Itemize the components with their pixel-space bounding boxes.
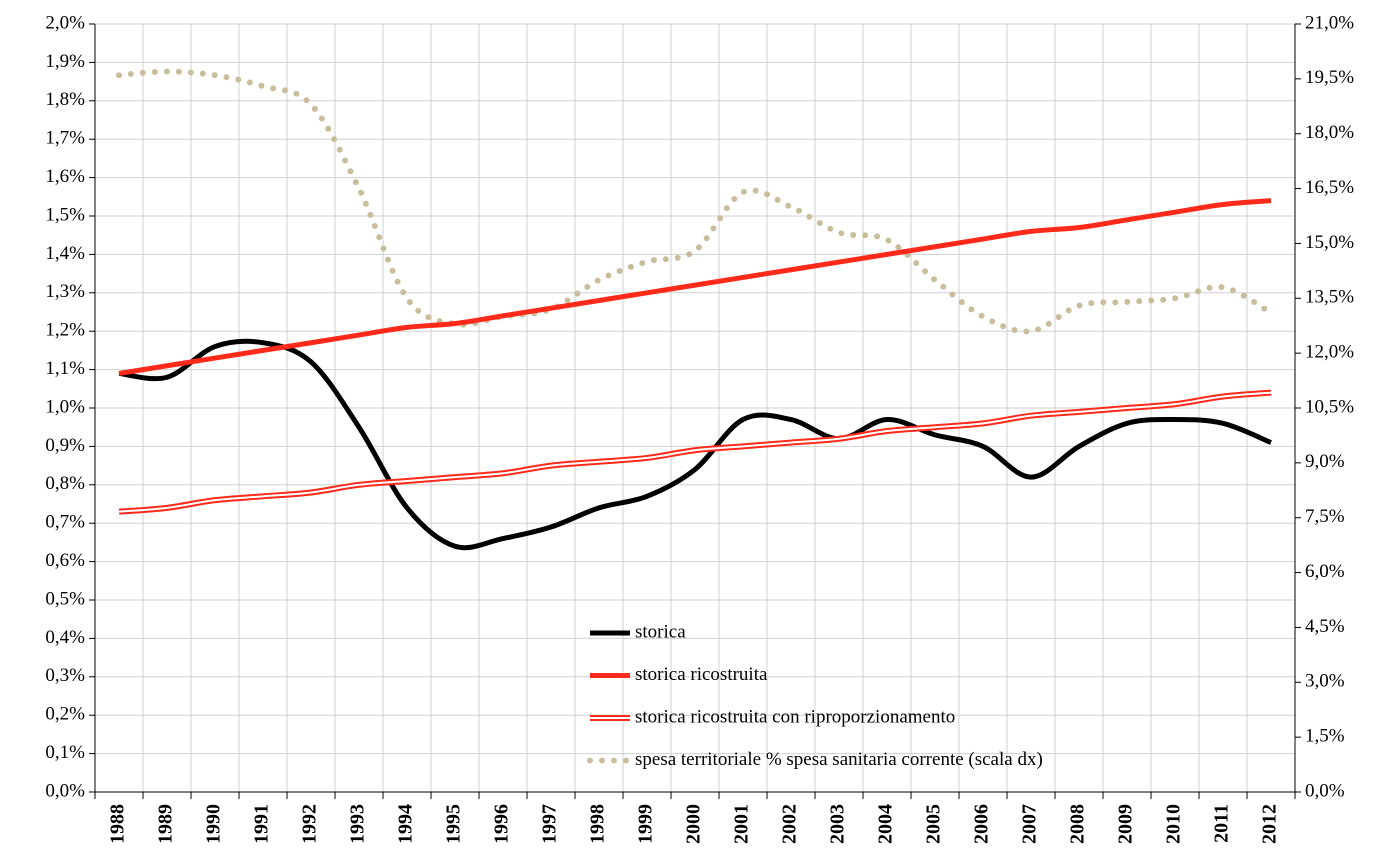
- y2-tick-label: 0,0%: [1305, 780, 1345, 801]
- y-tick-label: 1,0%: [45, 396, 85, 417]
- x-tick-label: 1996: [491, 804, 513, 844]
- y-tick-label: 1,1%: [45, 358, 85, 379]
- x-tick-label: 2012: [1259, 804, 1281, 844]
- y-tick-label: 0,5%: [45, 588, 85, 609]
- x-tick-label: 2001: [731, 804, 753, 844]
- y-tick-label: 1,3%: [45, 281, 85, 302]
- x-tick-label: 1995: [443, 804, 465, 844]
- x-tick-label: 2006: [971, 804, 993, 844]
- y-tick-label: 1,5%: [45, 204, 85, 225]
- y2-tick-label: 3,0%: [1305, 671, 1345, 692]
- legend-label: storica: [635, 621, 686, 642]
- x-tick-label: 2005: [923, 804, 945, 844]
- y-tick-label: 0,6%: [45, 550, 85, 571]
- x-tick-label: 1989: [155, 804, 177, 844]
- x-tick-label: 2000: [683, 804, 705, 844]
- y-tick-label: 2,0%: [45, 12, 85, 33]
- y-tick-label: 1,7%: [45, 128, 85, 149]
- x-tick-label: 2011: [1211, 804, 1233, 843]
- y2-tick-label: 15,0%: [1305, 232, 1354, 253]
- y-tick-label: 0,4%: [45, 627, 85, 648]
- line-inner: [118, 391, 1272, 513]
- x-tick-label: 2004: [875, 804, 897, 844]
- line: [116, 68, 1274, 335]
- y2-tick-label: 12,0%: [1305, 342, 1354, 363]
- x-tick-label: 1991: [251, 804, 273, 844]
- y2-tick-label: 1,5%: [1305, 726, 1345, 747]
- y-tick-label: 1,4%: [45, 243, 85, 264]
- y2-tick-label: 9,0%: [1305, 451, 1345, 472]
- legend-label: spesa territoriale % spesa sanitaria cor…: [635, 749, 1043, 770]
- y-tick-label: 1,8%: [45, 89, 85, 110]
- y-tick-label: 0,0%: [45, 780, 85, 801]
- y-tick-label: 0,1%: [45, 742, 85, 763]
- x-tick-label: 1988: [107, 804, 129, 844]
- line: [118, 338, 1272, 551]
- y2-tick-label: 7,5%: [1305, 506, 1345, 527]
- x-tick-label: 1999: [635, 804, 657, 844]
- x-tick-label: 2008: [1067, 804, 1089, 844]
- x-tick-label: 1992: [299, 804, 321, 844]
- line: [118, 198, 1272, 376]
- x-tick-label: 1997: [539, 804, 561, 844]
- x-tick-label: 1998: [587, 804, 609, 844]
- x-tick-label: 2007: [1019, 804, 1041, 844]
- y2-tick-label: 21,0%: [1305, 12, 1354, 33]
- y-tick-label: 1,6%: [45, 166, 85, 187]
- x-tick-label: 1994: [395, 804, 417, 844]
- y-tick-label: 0,9%: [45, 435, 85, 456]
- x-tick-label: 2010: [1163, 804, 1185, 844]
- legend-label: storica ricostruita con riproporzionamen…: [635, 706, 955, 727]
- y2-tick-label: 10,5%: [1305, 396, 1354, 417]
- y2-tick-label: 4,5%: [1305, 616, 1345, 637]
- x-tick-label: 2002: [779, 804, 801, 844]
- y2-tick-label: 19,5%: [1305, 67, 1354, 88]
- y-tick-label: 1,9%: [45, 51, 85, 72]
- x-tick-label: 1990: [203, 804, 225, 844]
- y-tick-label: 1,2%: [45, 320, 85, 341]
- x-tick-label: 1993: [347, 804, 369, 844]
- y-tick-label: 0,7%: [45, 512, 85, 533]
- legend-label: storica ricostruita: [635, 664, 768, 685]
- y2-tick-label: 6,0%: [1305, 561, 1345, 582]
- x-tick-label: 2003: [827, 804, 849, 844]
- y2-tick-label: 16,5%: [1305, 177, 1354, 198]
- y-tick-label: 0,3%: [45, 665, 85, 686]
- y2-tick-label: 18,0%: [1305, 122, 1354, 143]
- y2-tick-label: 13,5%: [1305, 287, 1354, 308]
- x-tick-label: 2009: [1115, 804, 1137, 844]
- y-tick-label: 0,2%: [45, 704, 85, 725]
- y-tick-label: 0,8%: [45, 473, 85, 494]
